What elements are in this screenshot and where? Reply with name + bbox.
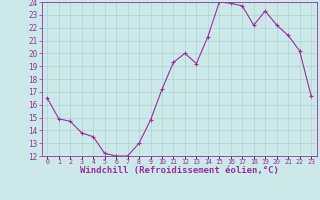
X-axis label: Windchill (Refroidissement éolien,°C): Windchill (Refroidissement éolien,°C)	[80, 166, 279, 175]
